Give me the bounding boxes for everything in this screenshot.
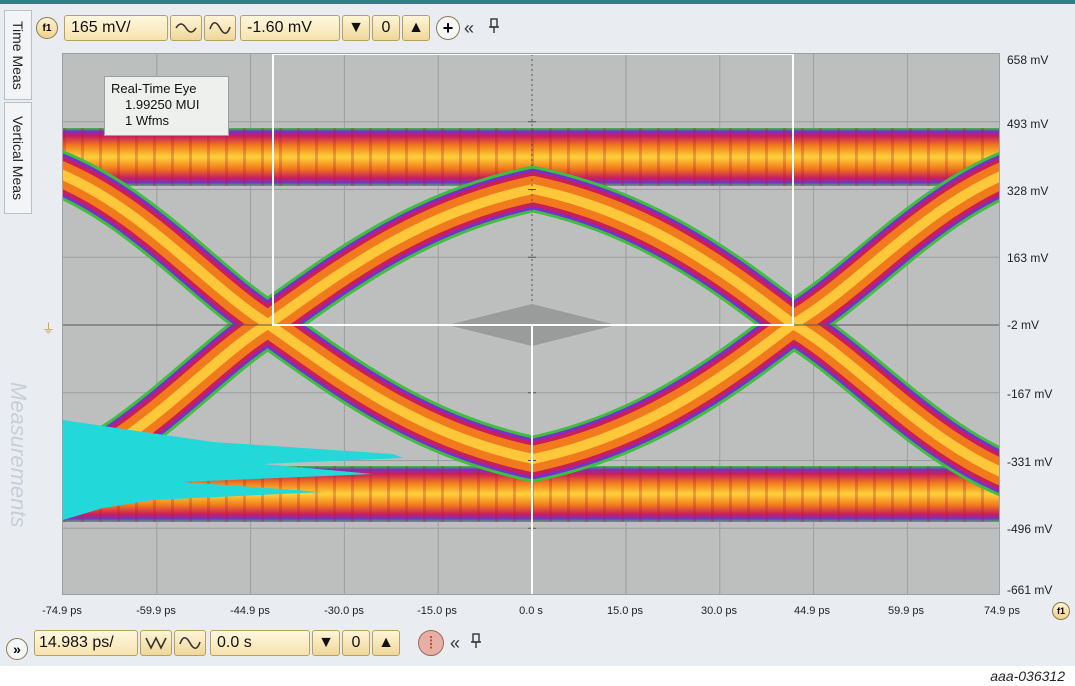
- y-axis-label: -167 mV: [1007, 387, 1053, 401]
- arrow-down-icon[interactable]: ▼: [312, 630, 340, 656]
- horizontal-toolbar: 14.983 ps/ 0.0 s ▼ 0 ▲ «: [34, 627, 482, 659]
- side-tab-strip: Time Meas Vertical Meas Measurements: [4, 10, 32, 650]
- arrow-up-icon[interactable]: ▲: [372, 630, 400, 656]
- y-axis-label: -661 mV: [1007, 583, 1053, 597]
- top-accent-bar: [0, 0, 1075, 4]
- vertical-offset-field[interactable]: -1.60 mV: [240, 15, 340, 41]
- vertical-scale-field[interactable]: 165 mV/: [64, 15, 168, 41]
- square-wave-icon[interactable]: [140, 630, 172, 656]
- ground-marker-icon[interactable]: ⏚: [42, 321, 56, 336]
- y-axis-label: 328 mV: [1007, 184, 1049, 198]
- x-axis-label: 15.0 ps: [606, 605, 644, 617]
- x-axis-label: 44.9 ps: [793, 605, 831, 617]
- zero-icon[interactable]: 0: [342, 630, 370, 656]
- info-wfms: 1 Wfms: [125, 113, 170, 128]
- eye-diagram-plot[interactable]: [62, 53, 1000, 595]
- pin-icon[interactable]: [470, 632, 482, 654]
- y-axis-label: -2 mV: [1007, 318, 1040, 332]
- vertical-toolbar: f1 165 mV/ -1.60 mV ▼ 0 ▲ + «: [36, 12, 500, 44]
- zero-icon[interactable]: 0: [372, 15, 400, 41]
- x-axis-label: 0.0 s: [519, 605, 543, 617]
- channel-f1-badge[interactable]: f1: [36, 17, 58, 39]
- double-chevron-left-icon[interactable]: «: [450, 632, 461, 653]
- x-axis-channel-label: f1: [1056, 606, 1065, 616]
- horizontal-position-value: 0.0 s: [217, 634, 252, 651]
- figure-id-caption: aaa-036312: [990, 668, 1065, 684]
- arrow-down-icon[interactable]: ▼: [342, 15, 370, 41]
- horizontal-position-field[interactable]: 0.0 s: [210, 630, 310, 656]
- tab-vertical-meas[interactable]: Vertical Meas: [4, 102, 32, 214]
- x-axis-label: -44.9 ps: [230, 605, 270, 617]
- crossing-histogram: [63, 420, 403, 520]
- info-mui: 1.99250 MUI: [125, 97, 200, 112]
- x-axis-label: 74.9 ps: [983, 605, 1021, 617]
- eye-info-box[interactable]: Real-Time Eye 1.99250 MUI 1 Wfms: [104, 76, 229, 136]
- x-axis-label: 59.9 ps: [887, 605, 925, 617]
- plus-circle-icon[interactable]: +: [436, 16, 460, 40]
- tab-measurements[interactable]: Measurements: [6, 382, 31, 528]
- double-chevron-left-icon[interactable]: «: [464, 17, 475, 38]
- x-axis-label: -30.0 ps: [324, 605, 364, 617]
- sine-wave-icon[interactable]: [204, 15, 236, 41]
- channel-label: f1: [42, 22, 52, 34]
- x-axis-channel-badge[interactable]: f1: [1052, 602, 1070, 620]
- y-axis-label: 493 mV: [1007, 117, 1049, 131]
- horizontal-scale-field[interactable]: 14.983 ps/: [34, 630, 138, 656]
- vertical-offset-value: -1.60 mV: [247, 19, 312, 36]
- info-title: Real-Time Eye: [111, 81, 197, 96]
- x-axis-label: 30.0 ps: [700, 605, 738, 617]
- trigger-position-icon[interactable]: [418, 630, 444, 656]
- pin-icon[interactable]: [488, 17, 500, 39]
- y-axis-label: -496 mV: [1007, 522, 1053, 536]
- sine-wave-icon[interactable]: [170, 15, 202, 41]
- x-axis-label: -15.0 ps: [417, 605, 457, 617]
- double-chevron-right-icon[interactable]: »: [6, 638, 28, 660]
- y-axis-label: 163 mV: [1007, 251, 1049, 265]
- tab-time-meas[interactable]: Time Meas: [4, 10, 32, 100]
- vertical-scale-value: 165 mV/: [71, 19, 131, 36]
- y-axis-label: 658 mV: [1007, 53, 1049, 67]
- eye-diagram-graphic: [63, 54, 999, 594]
- x-axis-label: -59.9 ps: [136, 605, 176, 617]
- x-axis-label: -74.9 ps: [42, 605, 82, 617]
- horizontal-scale-value: 14.983 ps/: [39, 634, 114, 651]
- arrow-up-icon[interactable]: ▲: [402, 15, 430, 41]
- sine-wave-icon[interactable]: [174, 630, 206, 656]
- y-axis-label: -331 mV: [1007, 455, 1053, 469]
